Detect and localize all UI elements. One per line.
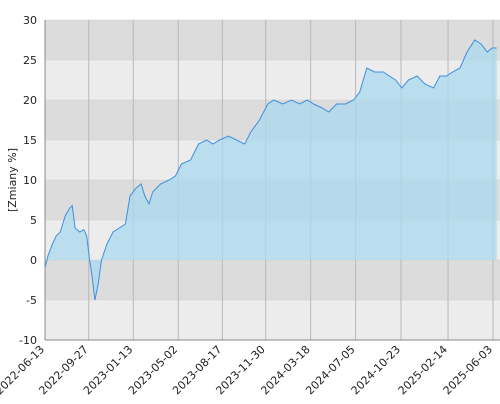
band (45, 260, 500, 300)
line (44, 39, 497, 301)
area (45, 40, 497, 300)
band (45, 300, 500, 340)
y-tick-label: -5 (26, 294, 37, 307)
y-tick-label: -10 (19, 334, 37, 347)
y-tick-label: 5 (30, 214, 37, 227)
y-tick-label: 30 (23, 14, 37, 27)
y-tick-label: 15 (23, 134, 37, 147)
x-tick-label: 2024-10-23 (349, 343, 403, 397)
y-tick-label: 10 (23, 174, 37, 187)
y-tick-label: 20 (23, 94, 37, 107)
y-tick-label: 0 (30, 254, 37, 267)
y-axis-label: [Zmiany %] (6, 148, 19, 212)
band (45, 20, 500, 60)
y-tick-label: 25 (23, 54, 37, 67)
